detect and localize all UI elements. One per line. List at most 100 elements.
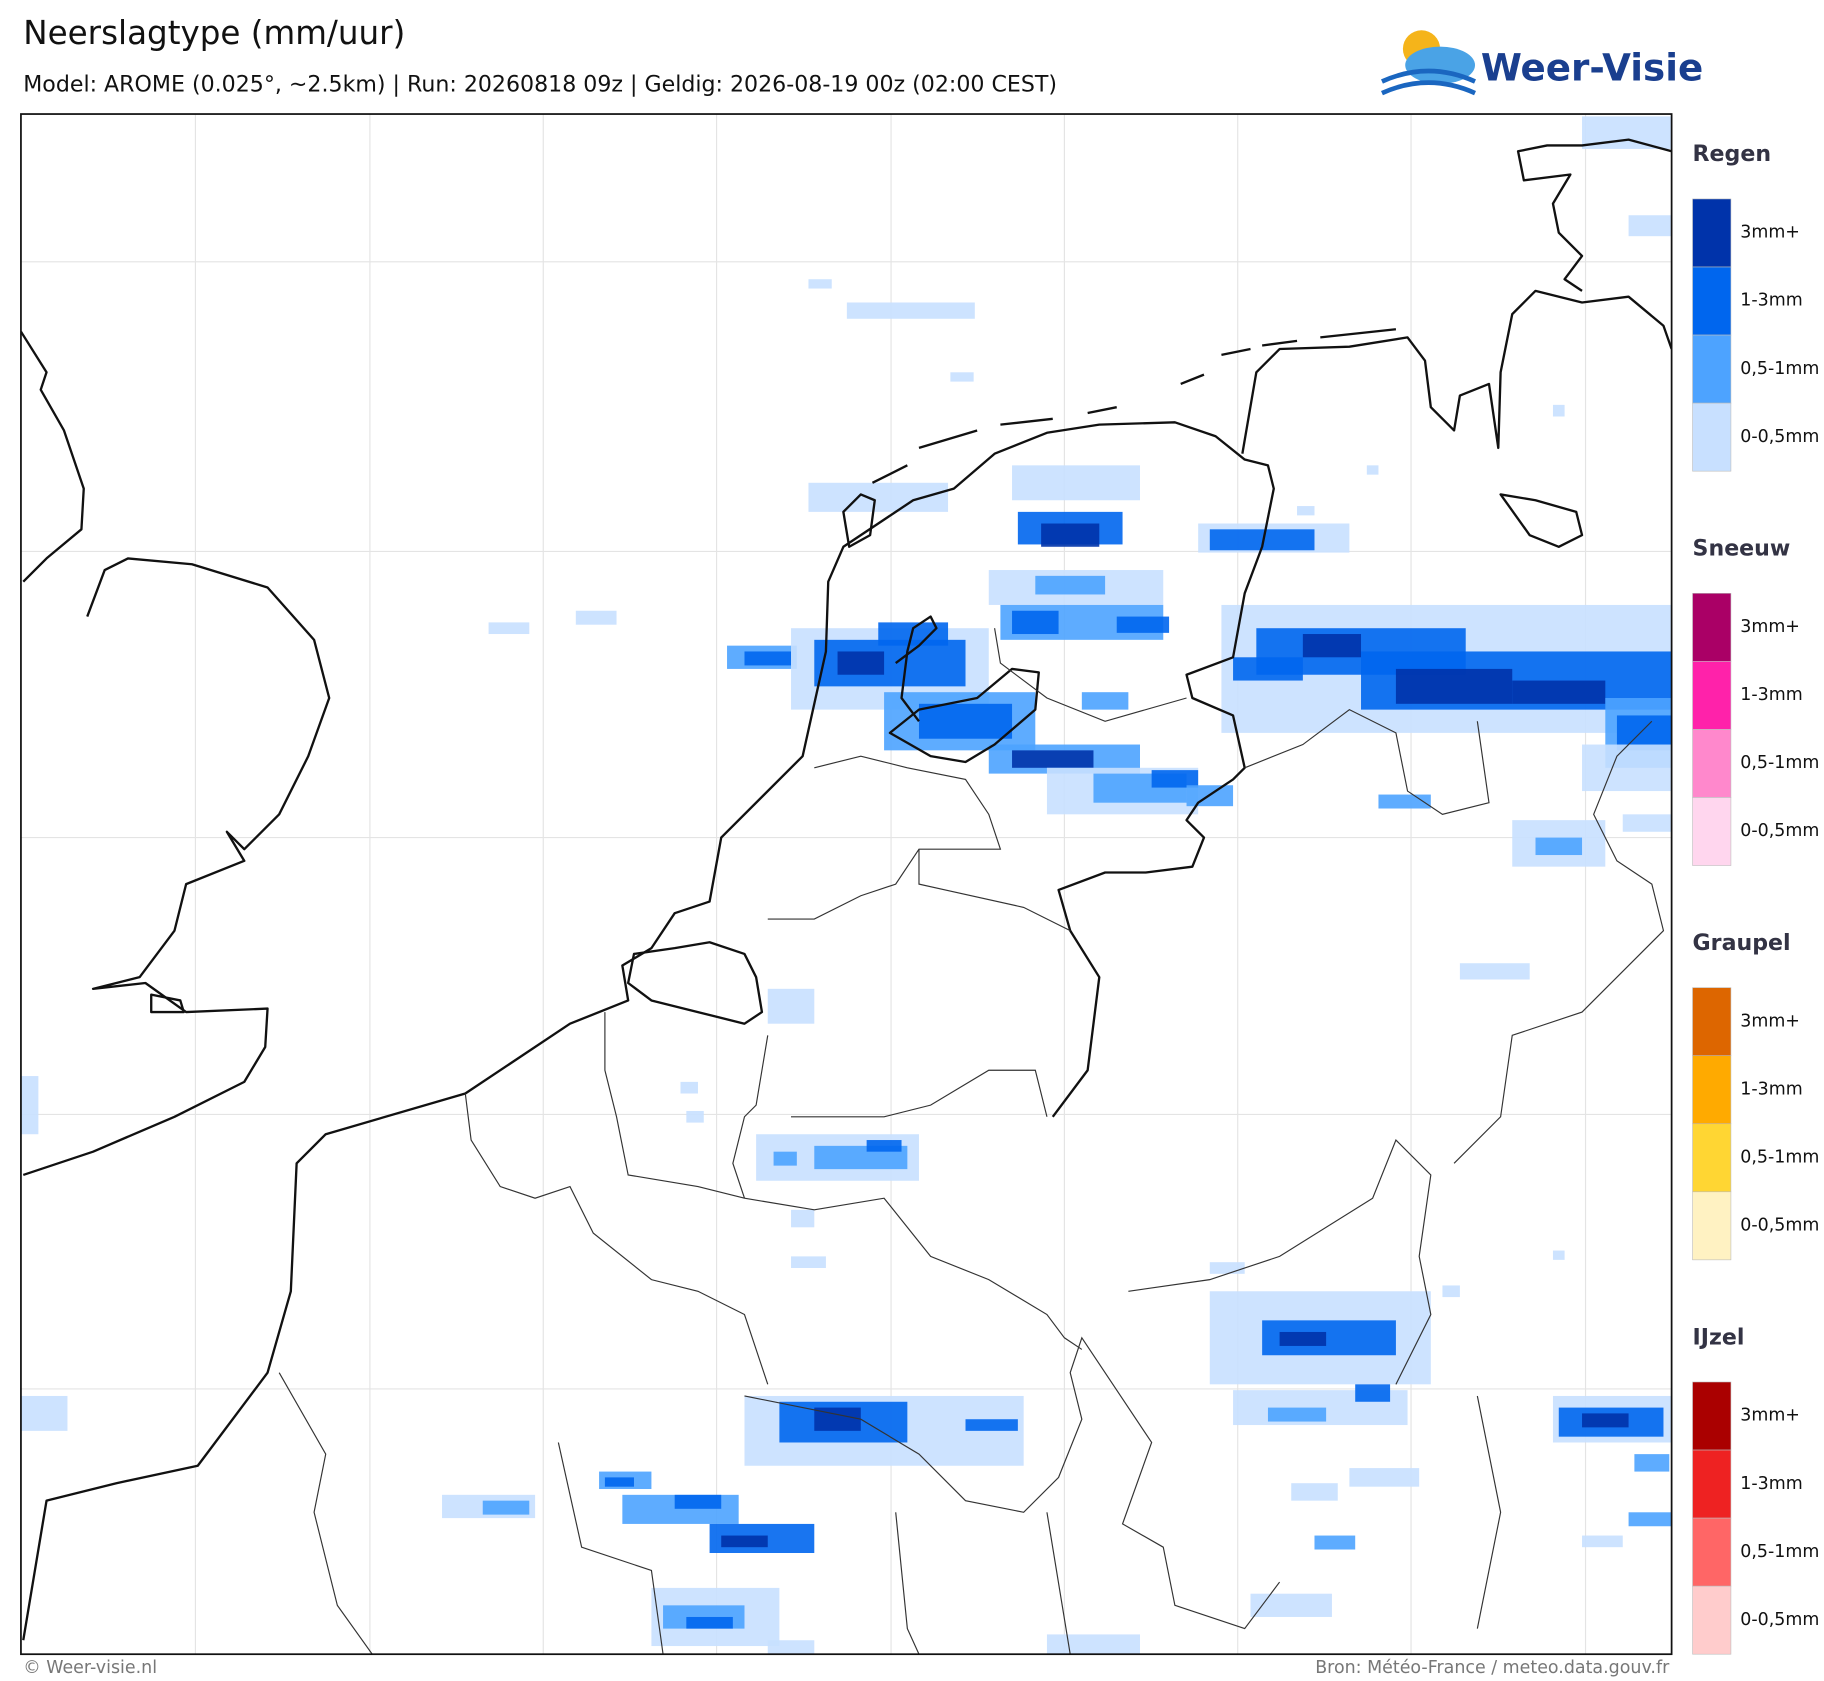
legend: Regen 3mm+ 1-3mm 0,5-1mm 0-0,5mm Sneeuw 3mm+ 1-… <box>1692 141 1819 1655</box>
legend-swatch <box>1692 1191 1732 1261</box>
legend-label: 0-0,5mm <box>1740 427 1819 447</box>
footer-right: Bron: Météo-France / meteo.data.gouv.fr <box>1315 1658 1670 1678</box>
precip-cell <box>1041 523 1100 547</box>
precip-cell <box>1552 404 1565 417</box>
legend-swatch <box>1692 987 1732 1056</box>
precip-cell <box>686 1616 733 1629</box>
precip-cell <box>1355 1384 1391 1402</box>
precip-cell <box>1116 616 1170 633</box>
legend-swatch <box>1692 1123 1732 1193</box>
legend-label: 0,5-1mm <box>1740 753 1819 773</box>
precip-cell <box>1535 837 1583 856</box>
legend-title: IJzel <box>1693 1324 1745 1350</box>
title: Neerslagtype (mm/uur) <box>23 14 405 52</box>
precip-cell <box>1297 506 1315 516</box>
legend-label: 0,5-1mm <box>1740 1147 1819 1167</box>
precip-cell <box>488 622 530 635</box>
legend-label: 1-3mm <box>1740 1079 1802 1099</box>
precip-cell <box>1046 1634 1140 1655</box>
footer-left: © Weer-visie.nl <box>23 1658 157 1678</box>
precip-cell <box>918 703 1013 739</box>
precip-cell <box>1442 1285 1460 1298</box>
precip-cell <box>1081 692 1129 710</box>
precip-cell <box>1250 1593 1332 1617</box>
precip-cell <box>1267 1407 1327 1422</box>
subtitle: Model: AROME (0.025°, ~2.5km) | Run: 202… <box>23 71 1057 97</box>
precip-cell <box>1012 750 1094 768</box>
precip-cell <box>1512 680 1606 704</box>
precip-cell <box>1291 1483 1338 1501</box>
precipitation <box>20 116 1672 1655</box>
legend-label: 0-0,5mm <box>1740 821 1819 841</box>
legend-label: 3mm+ <box>1740 1406 1800 1426</box>
precip-cell <box>767 1640 815 1655</box>
legend-swatch <box>1692 1055 1732 1125</box>
precip-cell <box>1151 770 1199 788</box>
precip-cell <box>965 1419 1018 1431</box>
legend-swatch <box>1692 593 1732 662</box>
map-frame <box>20 113 1673 1656</box>
legend-swatch <box>1692 797 1732 866</box>
precip-cell <box>1233 657 1303 681</box>
precip-cell <box>1395 668 1513 704</box>
legend-label: 1-3mm <box>1740 1474 1802 1494</box>
legend-label: 3mm+ <box>1740 1011 1800 1031</box>
precip-cell <box>837 651 885 675</box>
legend-swatch <box>1692 1449 1732 1519</box>
legend-title: Sneeuw <box>1693 536 1791 562</box>
precip-cell <box>20 1076 39 1135</box>
precip-cell <box>814 639 966 687</box>
precip-cell <box>680 1081 698 1094</box>
precip-cell <box>950 372 974 382</box>
precip-cell <box>1628 1512 1672 1527</box>
legend-label: 1-3mm <box>1740 685 1802 705</box>
precip-cell <box>1459 963 1530 980</box>
logo: Weer-Visie <box>1381 30 1703 96</box>
legend-swatch <box>1692 1585 1732 1655</box>
legend-swatch <box>1692 266 1732 336</box>
precip-cell <box>1634 1454 1670 1472</box>
precip-cell <box>878 622 949 646</box>
legend-label: 0-0,5mm <box>1740 1216 1819 1236</box>
precip-cell <box>1366 465 1379 475</box>
logo-text: Weer-Visie <box>1481 45 1703 89</box>
precip-cell <box>20 1395 68 1431</box>
precip-cell <box>1302 634 1362 658</box>
legend-label: 0-0,5mm <box>1740 1610 1819 1630</box>
precip-cell <box>767 988 815 1024</box>
precip-cell <box>1349 1468 1420 1487</box>
precip-cell <box>1209 529 1315 551</box>
legend-swatch <box>1692 729 1732 798</box>
precip-cell <box>1582 1413 1629 1428</box>
legend-swatch <box>1692 1517 1732 1587</box>
precip-cell <box>846 302 975 319</box>
precip-cell <box>1628 215 1672 237</box>
legend-swatch <box>1692 661 1732 730</box>
precip-cell <box>1622 814 1672 832</box>
precip-cell <box>1279 1331 1327 1346</box>
precip-cell <box>773 1151 797 1166</box>
legend-label: 0,5-1mm <box>1740 359 1819 379</box>
precip-cell <box>1314 1535 1356 1550</box>
legend-swatch <box>1692 1381 1732 1451</box>
legend-label: 0,5-1mm <box>1740 1542 1819 1562</box>
legend-swatch <box>1692 402 1732 472</box>
precip-cell <box>1012 465 1140 501</box>
precip-cell <box>1552 1250 1565 1260</box>
legend-label: 3mm+ <box>1740 223 1800 243</box>
coastlines <box>20 138 1672 1641</box>
precip-cell <box>808 279 832 289</box>
precip-cell <box>1209 1262 1245 1274</box>
precip-cell <box>482 1500 530 1515</box>
map <box>20 114 1672 1655</box>
legend-title: Regen <box>1693 141 1772 167</box>
legend-swatch <box>1692 198 1732 268</box>
legend-title: Graupel <box>1693 930 1791 956</box>
precip-cell <box>866 1140 902 1152</box>
precip-cell <box>814 1407 861 1431</box>
legend-label: 1-3mm <box>1740 291 1802 311</box>
precip-cell <box>1582 744 1672 792</box>
legend-label: 3mm+ <box>1740 617 1800 637</box>
precip-cell <box>791 1209 815 1228</box>
precip-cell <box>721 1535 768 1548</box>
